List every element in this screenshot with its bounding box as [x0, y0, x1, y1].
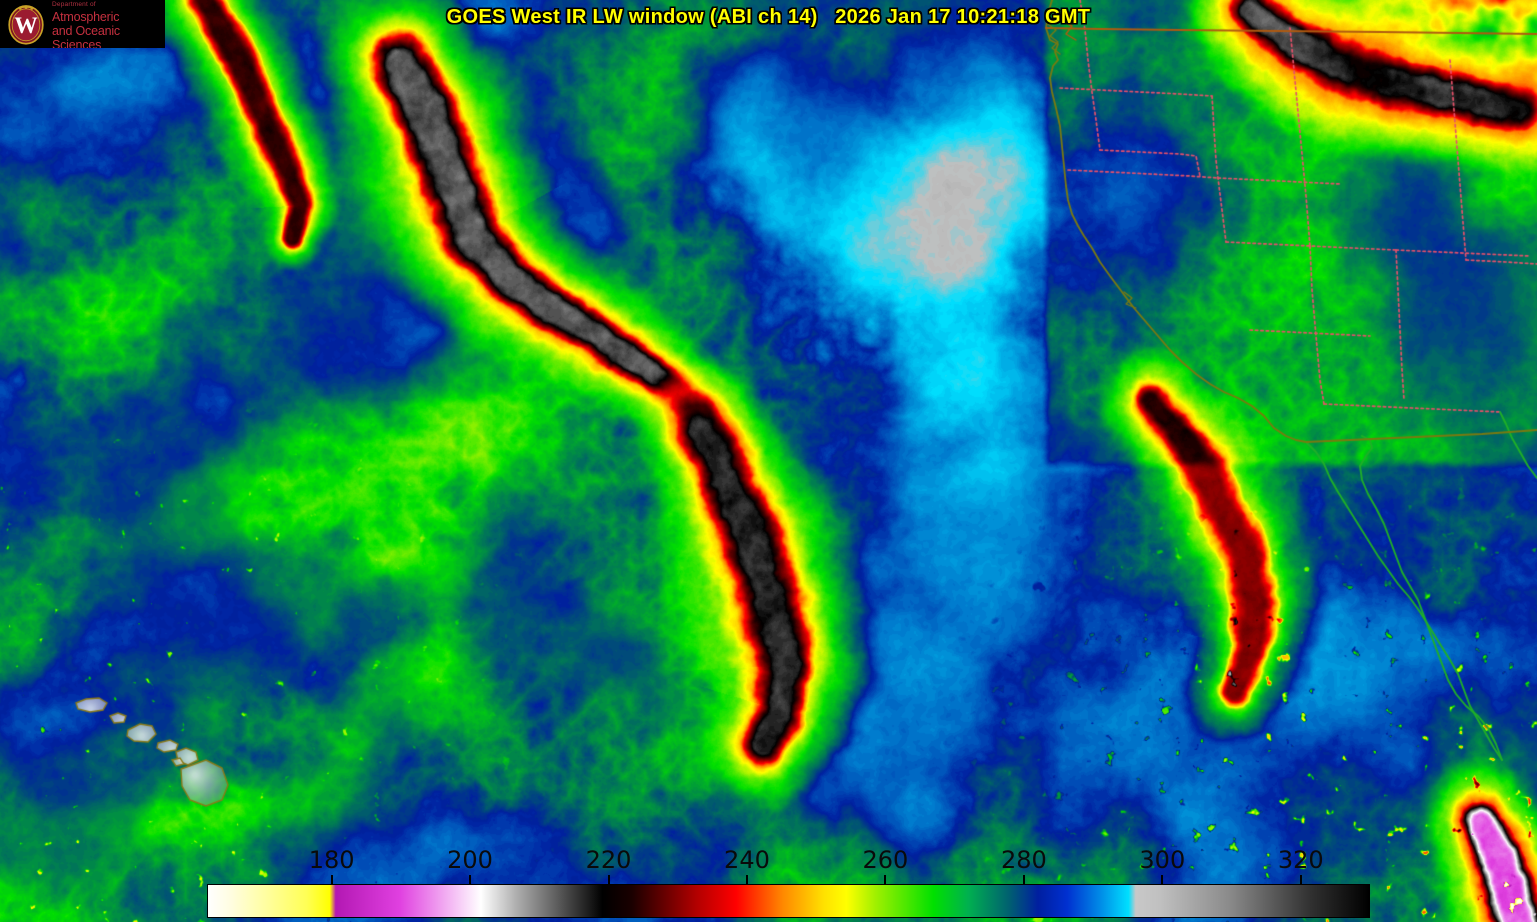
colorbar-tick-label: 280: [1000, 846, 1047, 874]
uw-crest-icon: W: [8, 5, 44, 45]
colorbar-tick-label: 200: [447, 846, 493, 874]
colorbar-tick-label: 220: [585, 846, 632, 874]
colorbar-tick: [469, 875, 472, 884]
svg-text:W: W: [14, 13, 38, 39]
logo-dept-line2: and Oceanic Sciences: [52, 23, 120, 49]
colorbar-tick-label: 320: [1277, 846, 1324, 874]
logo-dept-line1: Atmospheric: [52, 9, 120, 24]
colorbar-tick: [607, 875, 610, 884]
logo-dept-prefix: Department of: [52, 1, 96, 8]
colorbar-tick: [884, 875, 887, 884]
colorbar-tick-label: 240: [724, 846, 770, 874]
uw-aos-logo: W Department of Atmospheric and Oceanic …: [0, 0, 165, 48]
colorbar-tick: [745, 875, 748, 884]
colorbar-tick: [1022, 875, 1025, 884]
colorbar-tick-label: 180: [308, 846, 355, 874]
colorbar-tick: [1299, 875, 1302, 884]
colorbar-gradient: [207, 884, 1370, 918]
colorbar-tick-label: 300: [1139, 846, 1186, 874]
colorbar-tick: [330, 875, 333, 884]
temperature-colorbar: 180 200 220 240 260 280 300 320: [207, 846, 1370, 918]
colorbar-tick-label: 260: [862, 846, 909, 874]
colorbar-tick: [1161, 875, 1164, 884]
